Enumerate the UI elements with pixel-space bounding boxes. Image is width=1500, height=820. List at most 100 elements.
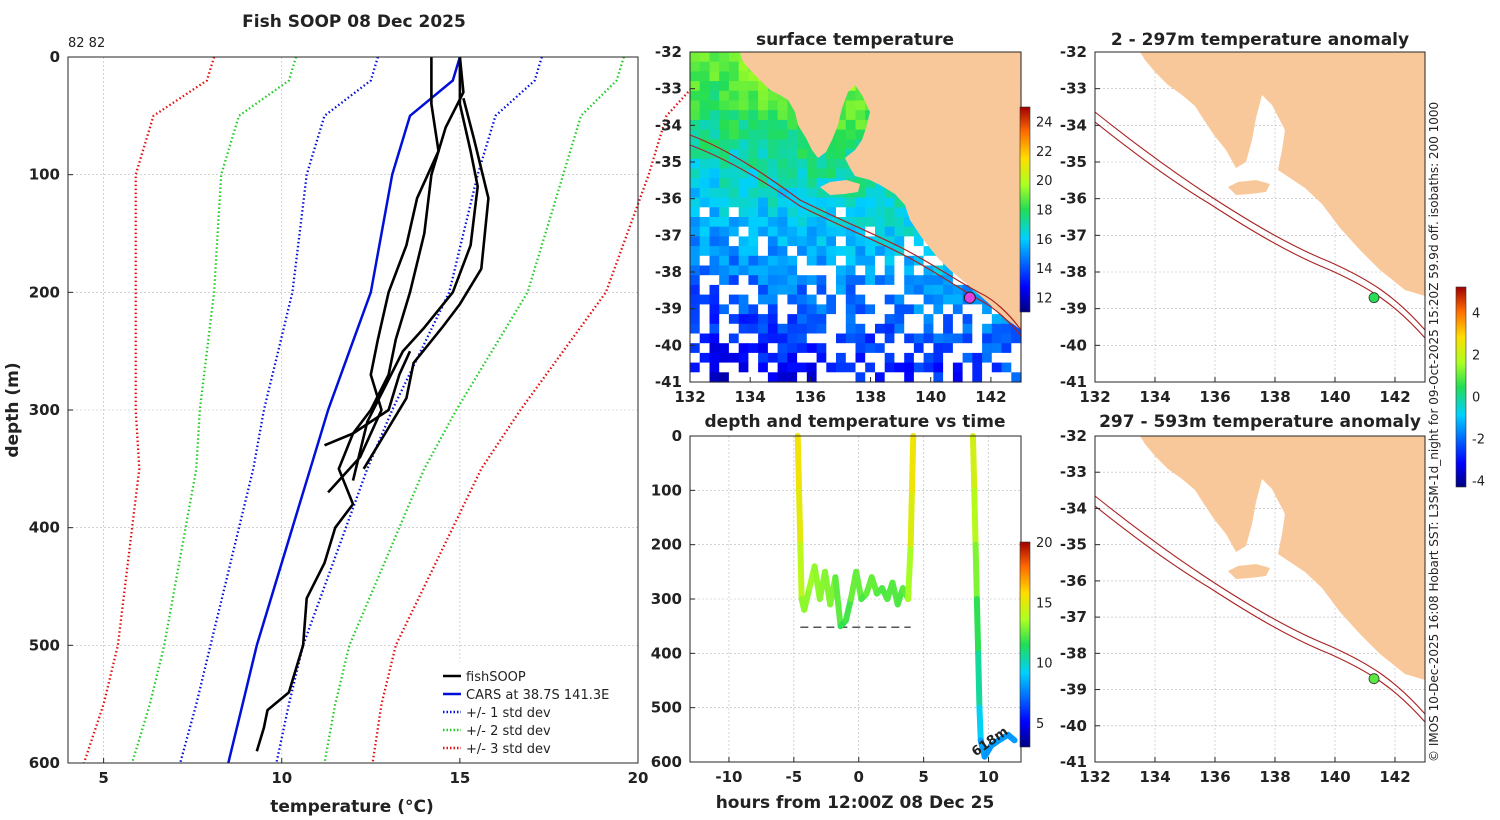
sst-cell <box>728 168 740 179</box>
legend-std2: +/- 2 std dev <box>466 724 551 739</box>
sst-cell <box>826 362 837 373</box>
sst-cell <box>797 275 808 286</box>
sst-cell <box>777 129 788 140</box>
time-series-dive-2-segment <box>971 487 979 548</box>
fishsoop-cast-e <box>255 350 412 752</box>
time-series-dive-2-segment <box>1005 731 1018 744</box>
sst-cell <box>787 333 798 344</box>
sst-cell <box>777 255 788 267</box>
anom2-ytick-label: -32 <box>1060 427 1087 445</box>
sst-cell <box>758 352 769 364</box>
legend-std1: +/- 1 std dev <box>466 706 551 721</box>
anomaly-upper-island <box>1228 180 1270 195</box>
sst-cell <box>738 333 749 344</box>
time-ytick-label: 500 <box>651 699 682 717</box>
sst-cell <box>748 323 759 335</box>
time-series-dive-2-segment <box>973 596 982 657</box>
anomaly-lower-panel: 297 - 593m temperature anomaly 132 134 136… <box>1060 412 1426 786</box>
profile-corner-label: 82 82 <box>68 36 105 51</box>
sst-cell <box>962 372 973 383</box>
sst-cell <box>845 362 857 373</box>
sst-cell <box>952 304 964 315</box>
sst-cell <box>728 323 740 335</box>
time-ytick-label: 300 <box>651 590 682 608</box>
sst-cell <box>767 333 779 344</box>
sst-cell <box>728 333 740 344</box>
sst-cell <box>767 372 779 383</box>
sst-cell <box>758 284 769 296</box>
sst-cell <box>875 333 886 344</box>
time-series-dive-1-segment <box>907 487 915 548</box>
sst-cell <box>719 372 730 383</box>
sst-cell <box>748 304 759 315</box>
sst-cell <box>884 314 895 325</box>
sst-cell <box>777 178 788 189</box>
sst-cell <box>690 119 701 131</box>
fishsoop-cast-c <box>351 57 480 481</box>
surface-ytick-label: -38 <box>655 263 682 281</box>
sst-cell <box>962 362 973 373</box>
anom1-ytick-label: -37 <box>1060 226 1087 244</box>
sst-cell <box>982 333 993 344</box>
sst-cell <box>816 352 827 364</box>
sst-cell <box>904 314 915 325</box>
sst-cell <box>845 139 857 150</box>
sst-cell <box>728 119 740 131</box>
sst-cell <box>962 352 973 364</box>
anomaly-upper-ticks: 132 134 136 138 140 142 -32 -33 -34 -35 -36 -37 -38 -… <box>1060 43 1411 406</box>
sst-cell <box>1011 372 1022 383</box>
sst-cell <box>738 284 749 296</box>
sst-cell <box>816 323 827 335</box>
sst-cell <box>923 246 934 257</box>
sst-cell <box>719 226 730 237</box>
sst-cell <box>845 275 857 286</box>
sst-cell <box>884 304 895 315</box>
sst-cell <box>826 294 837 305</box>
anom1-ytick-label: -36 <box>1060 190 1087 208</box>
sst-cell <box>875 372 886 383</box>
sst-cell <box>855 110 866 121</box>
sst-cell <box>728 178 740 189</box>
sst-cell <box>719 362 730 373</box>
sst-cell <box>894 275 905 286</box>
anomaly-upper-panel: 2 - 297m temperature anomaly 132 134 136 13… <box>1060 30 1426 406</box>
sst-cell <box>758 110 769 121</box>
sst-cell <box>690 71 701 82</box>
surface-xtick-label: 134 <box>735 388 766 406</box>
sst-cell <box>884 255 895 267</box>
sst-cell <box>855 226 866 237</box>
sst-cell <box>709 110 720 121</box>
sst-cell <box>855 197 866 208</box>
sst-cell <box>845 333 857 344</box>
sst-cell <box>845 246 857 257</box>
anom1-ytick-label: -38 <box>1060 263 1087 281</box>
sst-cell <box>699 129 710 140</box>
sst-cell <box>767 294 779 305</box>
sst-cell <box>797 372 808 383</box>
sst-cell <box>845 314 857 325</box>
anomaly-lower-ticks: 132 134 136 138 140 142 -32 -33 -34 -35 -36 -37 -38 -… <box>1060 427 1411 786</box>
sst-cell <box>913 323 925 335</box>
sst-cell <box>865 284 876 296</box>
sst-cell <box>748 71 759 82</box>
sst-cell <box>709 372 720 383</box>
sst-cell <box>816 333 827 344</box>
sst-cell <box>748 333 759 344</box>
sst-cell <box>767 168 779 179</box>
sst-cell <box>738 236 749 247</box>
sst-cell <box>690 207 701 218</box>
sst-cell <box>728 255 740 267</box>
sst-cell <box>806 265 818 276</box>
sst-cell <box>816 187 827 199</box>
sst-cell <box>836 168 847 179</box>
sst-cell <box>836 246 847 257</box>
sst-cell <box>1001 362 1012 373</box>
sst-cell <box>719 323 730 335</box>
sst-cell <box>933 352 944 364</box>
surface-ytick-label: -41 <box>655 373 682 391</box>
sst-cell <box>845 119 857 131</box>
sst-cell <box>894 284 905 296</box>
sst-cell <box>728 81 740 92</box>
sst-cell <box>836 110 847 121</box>
sst-cell <box>884 197 895 208</box>
